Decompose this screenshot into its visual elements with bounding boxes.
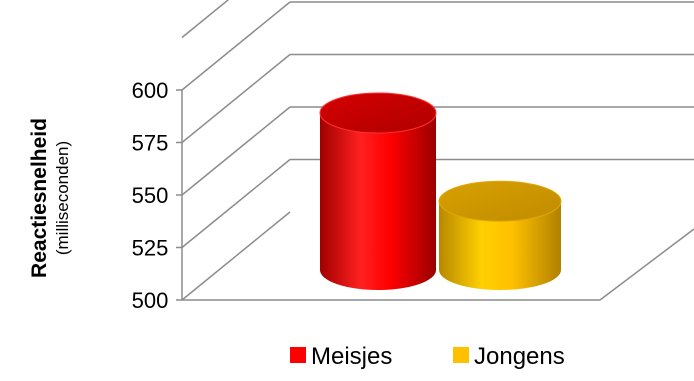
legend: Meisjes Jongens [290, 343, 565, 370]
legend-swatch [453, 347, 469, 363]
floor-right-edge [599, 228, 694, 301]
gridline-side [181, 0, 230, 39]
bar-top [438, 180, 562, 222]
legend-label: Jongens [474, 343, 565, 370]
y-tick-label: 600 [132, 78, 169, 103]
y-axis-sublabel: (milliseconden) [53, 141, 72, 255]
legend-swatch [290, 347, 306, 363]
bars [319, 92, 562, 290]
bar-meisjes [319, 92, 437, 290]
y-tick-label: 500 [132, 288, 169, 313]
axes-frame [176, 89, 600, 301]
gridline-side [181, 1, 291, 91]
gridline-side [181, 106, 291, 196]
gridline-side [181, 53, 291, 144]
y-tick-label: 525 [132, 236, 169, 261]
gridlines [181, 0, 694, 301]
y-tick-label: 550 [132, 183, 169, 208]
y-tick-label: 575 [132, 131, 169, 156]
bar-jongens [438, 180, 562, 290]
legend-item-meisjes: Meisjes [290, 343, 392, 370]
bar-body [320, 113, 436, 290]
gridline-side [181, 158, 291, 249]
bar-body [439, 201, 561, 290]
floor-left-edge [181, 211, 291, 301]
y-axis-label: Reactiesnelheid [28, 118, 51, 278]
legend-item-jongens: Jongens [453, 343, 565, 370]
y-tick-labels: 500 525 550 575 600 [132, 78, 169, 313]
bar-top [319, 92, 437, 134]
legend-label: Meisjes [311, 343, 392, 370]
